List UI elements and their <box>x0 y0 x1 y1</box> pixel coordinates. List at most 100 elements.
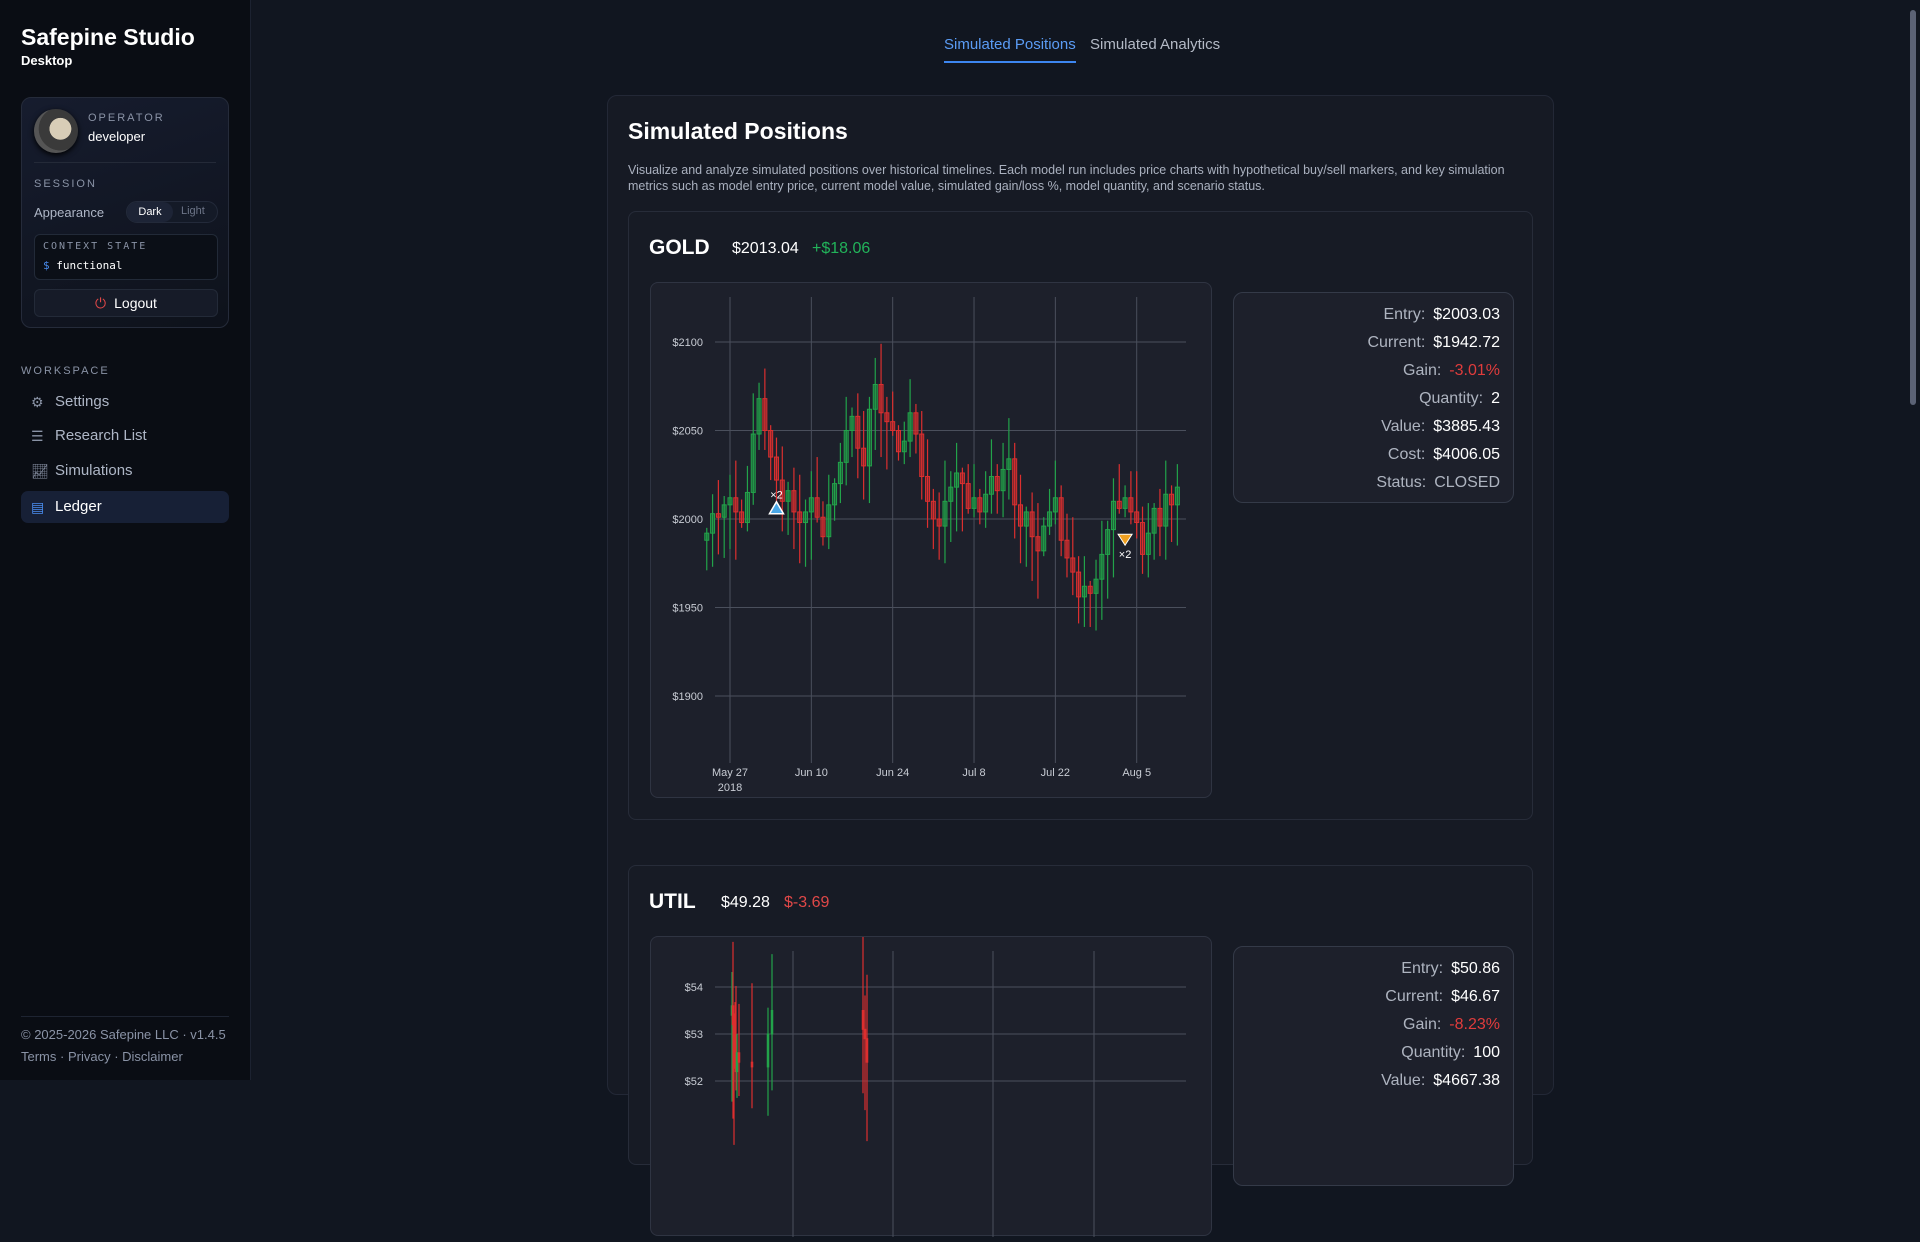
candle-body <box>735 1052 739 1073</box>
sell-marker-icon <box>1117 533 1133 547</box>
candle-body <box>1093 578 1099 594</box>
candle-body <box>965 483 971 509</box>
appearance-toggle[interactable]: Dark Light <box>126 201 218 223</box>
price-chart[interactable]: $54 $53 $52 <box>650 924 1213 1237</box>
candle-body <box>872 383 878 410</box>
operator-label: OPERATOR <box>88 112 165 124</box>
app-title: Safepine Studio <box>21 24 195 50</box>
sidebar-item-research-list[interactable]: ☰ Research List <box>21 420 229 452</box>
candle-body <box>971 497 977 509</box>
candle-body <box>737 1052 741 1063</box>
context-label: CONTEXT STATE <box>43 241 148 252</box>
candle-body <box>863 1028 867 1040</box>
candle-body <box>1041 525 1047 552</box>
candle-body <box>988 476 994 495</box>
appearance-dark-option[interactable]: Dark <box>127 202 173 222</box>
candle-body <box>1023 511 1029 527</box>
candlestick-chart[interactable]: $2100 $2050 $2000 $1950 $1900 May 27 2018 Jun 1… <box>651 283 1213 799</box>
x-tick-label: Jun 24 <box>876 767 909 779</box>
candle-body <box>907 412 913 442</box>
operator-card: OPERATOR developer SESSION Appearance Da… <box>21 97 229 328</box>
disclaimer-link[interactable]: Disclaimer <box>122 1049 183 1064</box>
nav-label: Research List <box>55 427 147 444</box>
stat-row: Gain: -8.23% <box>1234 1011 1500 1039</box>
candle-body <box>766 1033 770 1068</box>
appearance-light-option[interactable]: Light <box>181 205 205 217</box>
sell-marker-label: ×2 <box>1119 549 1132 561</box>
stat-value: $4006.05 <box>1433 446 1500 463</box>
candle-body <box>1157 507 1163 527</box>
stat-row: Current: $46.67 <box>1234 983 1500 1011</box>
candlestick-chart[interactable]: $54 $53 $52 <box>651 924 1213 1237</box>
candle-body <box>1035 536 1041 552</box>
candle-body <box>803 511 809 524</box>
candle-body <box>1163 493 1169 527</box>
x-tick-label: May 27 <box>712 767 748 779</box>
page-title: Simulated Positions <box>628 118 848 144</box>
candle-body <box>1000 468 1006 492</box>
candle-body <box>942 500 948 527</box>
candle-body <box>750 433 756 493</box>
candle-body <box>727 497 733 506</box>
appearance-label: Appearance <box>34 205 105 220</box>
candle-body <box>849 415 855 431</box>
candle-body <box>1081 585 1087 598</box>
context-state: CONTEXT STATE $ functional <box>34 234 218 280</box>
stat-label: Value: <box>1381 1072 1426 1089</box>
candle-body <box>1116 500 1122 509</box>
logout-button[interactable]: ⏻ Logout <box>34 289 218 317</box>
candle-body <box>866 408 872 467</box>
price-chart[interactable]: $2100 $2050 $2000 $1950 $1900 May 27 2018 Jun 1… <box>650 282 1212 798</box>
sidebar-item-settings[interactable]: ⚙ Settings <box>21 386 229 418</box>
stat-label: Quantity: <box>1401 1044 1466 1061</box>
stat-row: Quantity: 2 <box>1234 385 1500 413</box>
x-tick-label: Jul 8 <box>962 767 985 779</box>
tab-simulated-positions[interactable]: Simulated Positions <box>944 36 1076 63</box>
candle-body <box>744 491 750 524</box>
candle-body <box>1052 497 1058 513</box>
candle-body <box>785 490 791 502</box>
stat-row: Cost: $4006.05 <box>1234 441 1500 469</box>
scrollbar-thumb[interactable] <box>1910 10 1916 405</box>
candle-body <box>884 412 890 423</box>
stats-panel: Entry: $50.86 Current: $46.67 Gain: -8.23% Qua… <box>1233 946 1514 1186</box>
stat-label: Current: <box>1367 334 1426 351</box>
operator-name: developer <box>88 129 146 144</box>
app-subtitle: Desktop <box>21 53 73 68</box>
candle-body <box>1087 585 1093 594</box>
y-tick-label: $1900 <box>672 691 703 703</box>
stat-row: Current: $1942.72 <box>1234 329 1500 357</box>
candle-body <box>1029 511 1035 538</box>
candle-body <box>977 497 983 513</box>
workspace-label: WORKSPACE <box>21 365 110 377</box>
candle-body <box>913 412 919 435</box>
x-tick-label: Jun 10 <box>795 767 828 779</box>
x-tick-label: Jul 22 <box>1041 767 1070 779</box>
stat-value: -3.01% <box>1449 362 1500 379</box>
stat-row: Entry: $50.86 <box>1234 955 1500 983</box>
symbol: GOLD <box>649 236 710 259</box>
sidebar-item-simulations[interactable]: 📈︎ Simulations <box>21 455 229 487</box>
candle-body <box>768 430 774 458</box>
chart-line-icon: 📈︎ <box>31 463 49 479</box>
tab-simulated-analytics[interactable]: Simulated Analytics <box>1090 36 1221 53</box>
candle-body <box>865 1038 869 1063</box>
candle-body <box>861 447 867 467</box>
candle-body <box>936 518 942 527</box>
symbol: UTIL <box>649 890 696 913</box>
sidebar-item-ledger[interactable]: ▤ Ledger <box>21 491 229 523</box>
candle-body <box>710 513 716 534</box>
candle-body <box>1076 571 1082 598</box>
candle-body <box>756 398 762 435</box>
terms-link[interactable]: Terms <box>21 1049 57 1064</box>
candle-body <box>954 472 960 488</box>
position-card-util: UTIL $49.28 $-3.69 $54 $53 $52 Entry: $50.8… <box>628 865 1533 1237</box>
candle-body <box>959 472 965 485</box>
stat-value: $50.86 <box>1451 960 1500 977</box>
page-description: Visualize and analyze simulated position… <box>628 163 1505 193</box>
sidebar: Safepine Studio Desktop OPERATOR develop… <box>0 0 251 1080</box>
candle-body <box>983 493 989 513</box>
candle-body <box>1018 504 1023 527</box>
privacy-link[interactable]: Privacy <box>67 1049 111 1064</box>
candle-body <box>1058 497 1064 541</box>
